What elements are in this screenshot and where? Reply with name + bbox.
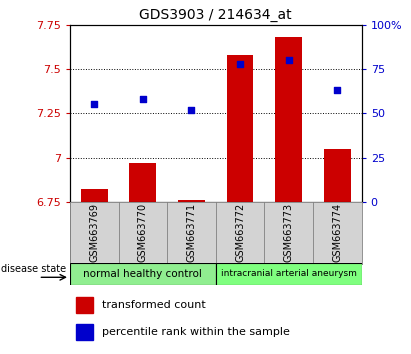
Point [188, 107, 195, 113]
Bar [178, 200, 205, 202]
Point [334, 87, 341, 93]
Text: GSM663773: GSM663773 [284, 203, 294, 262]
Bar [129, 163, 156, 202]
Bar [70, 263, 216, 285]
Point [91, 102, 97, 107]
Point [237, 61, 243, 67]
Point [286, 57, 292, 63]
Bar [275, 37, 302, 202]
Text: normal healthy control: normal healthy control [83, 269, 202, 279]
Bar [76, 324, 93, 340]
Point [140, 96, 146, 102]
Text: GSM663774: GSM663774 [332, 203, 342, 262]
Text: GSM663770: GSM663770 [138, 203, 148, 262]
Text: GSM663769: GSM663769 [89, 203, 99, 262]
Bar [76, 297, 93, 313]
Text: intracranial arterial aneurysm: intracranial arterial aneurysm [221, 269, 357, 279]
Text: percentile rank within the sample: percentile rank within the sample [102, 327, 290, 337]
Text: GSM663771: GSM663771 [187, 203, 196, 262]
Bar [81, 189, 108, 202]
Bar [216, 263, 362, 285]
Text: GSM663772: GSM663772 [235, 203, 245, 262]
Text: disease state: disease state [1, 263, 67, 274]
Title: GDS3903 / 214634_at: GDS3903 / 214634_at [139, 8, 292, 22]
Text: transformed count: transformed count [102, 300, 206, 310]
Bar [227, 55, 254, 202]
Bar [324, 149, 351, 202]
